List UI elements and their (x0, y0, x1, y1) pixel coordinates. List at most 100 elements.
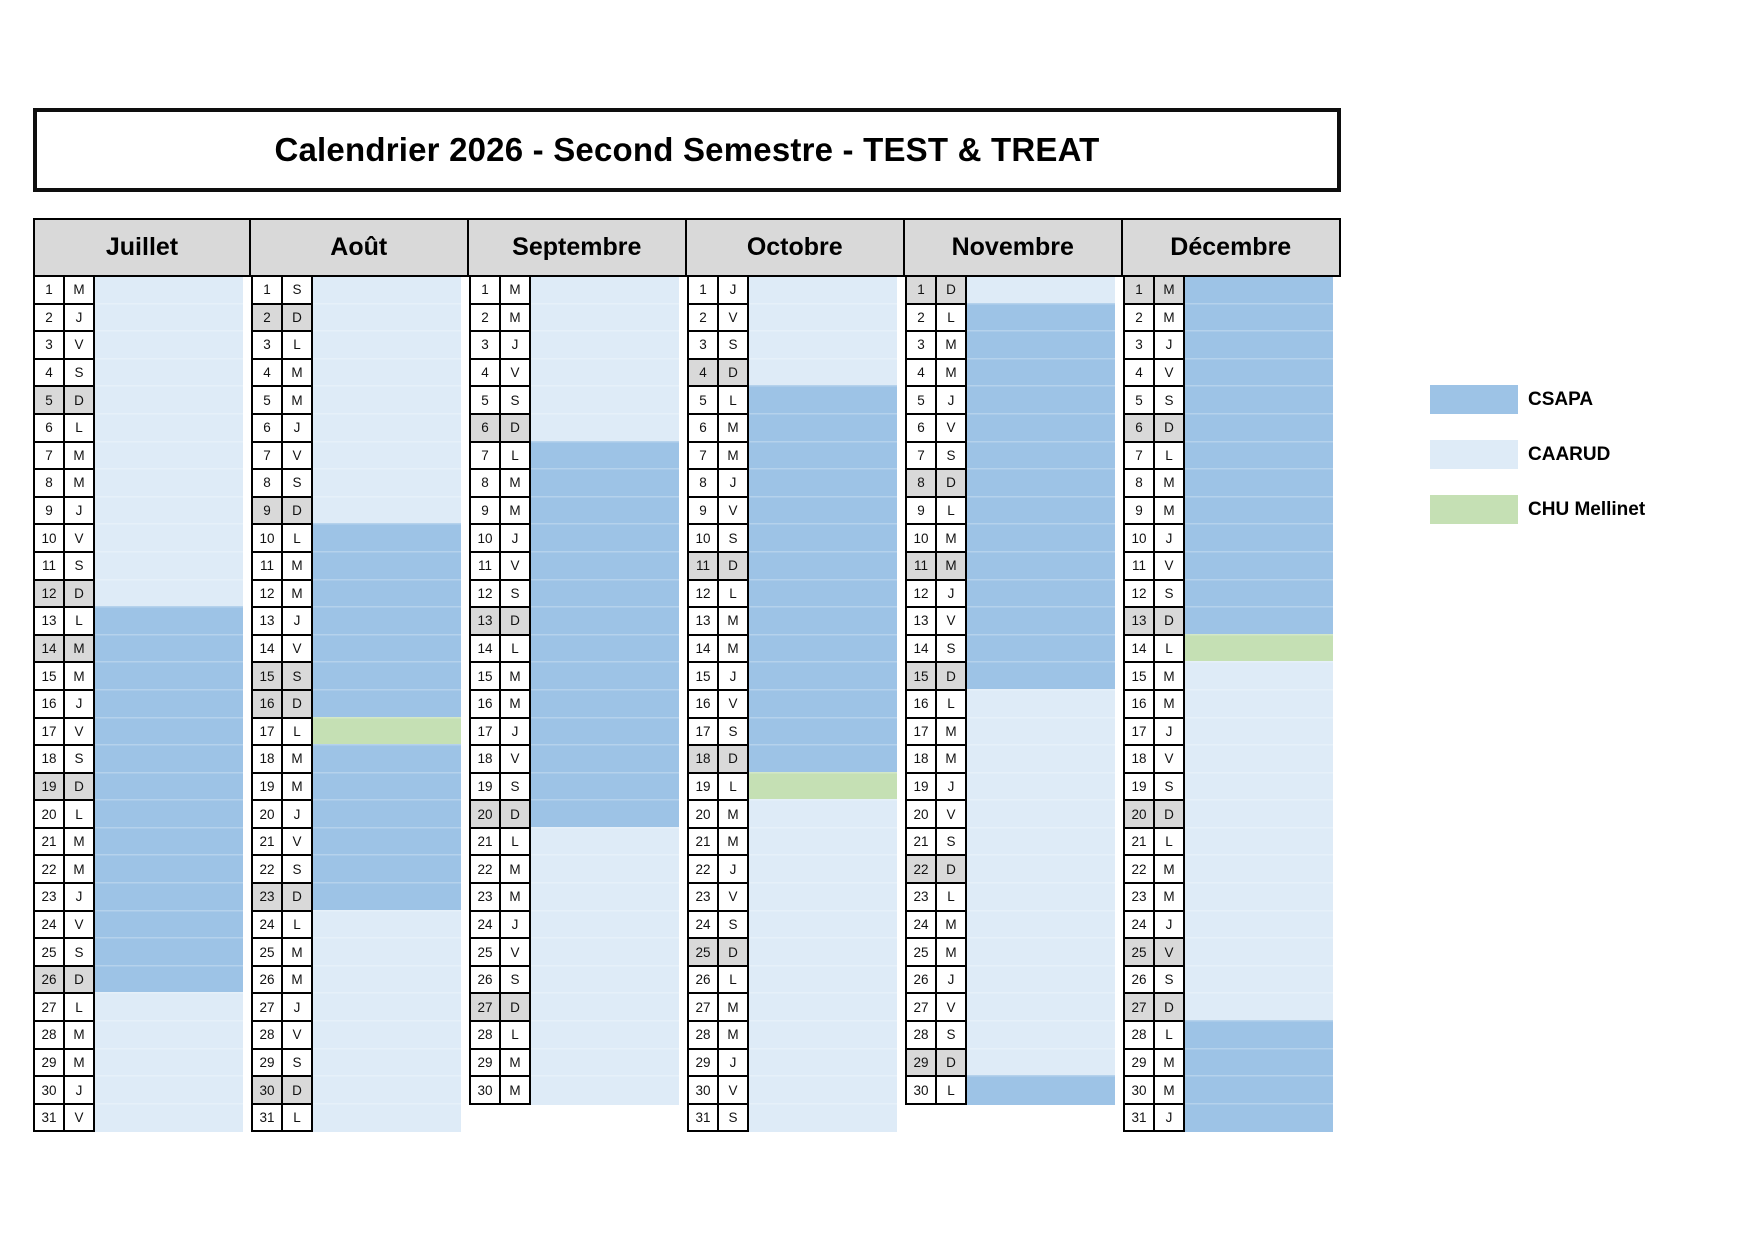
band-segment-csapa (95, 771, 243, 802)
band-segment-caarud (1185, 688, 1333, 719)
band-segment-csapa (749, 744, 897, 774)
band-segment-csapa (313, 771, 461, 802)
day-row-septembre-14: 14 L (469, 633, 687, 664)
band-segment-csapa (95, 826, 243, 857)
day-letter-cell: M (499, 302, 531, 333)
day-number-cell: 8 (687, 468, 719, 498)
band-segment-caarud (531, 964, 679, 995)
month-juillet: Juillet 1 M 2 J 3 V 4 S 5 D 6 L 7 M 8 M 9 J 10 V 11 S 12 D 13 L 14 M… (33, 218, 251, 1133)
day-number-cell: 23 (469, 882, 501, 912)
day-number-cell: 26 (905, 964, 937, 995)
day-letter-cell: V (935, 606, 967, 636)
day-letter-cell: V (717, 688, 749, 719)
day-letter-cell: D (63, 385, 95, 415)
day-number-cell: 28 (905, 1020, 937, 1050)
day-letter-cell: M (499, 1075, 531, 1105)
day-row-aout-10: 10 L (251, 523, 469, 553)
day-row-decembre-25: 25 V (1123, 937, 1341, 967)
day-number-cell: 2 (469, 302, 501, 333)
day-number-cell: 9 (687, 495, 719, 526)
day-letter-cell: L (1153, 826, 1185, 857)
day-letter-cell: S (935, 1020, 967, 1050)
day-number-cell: 11 (33, 550, 65, 581)
day-letter-cell: D (281, 688, 313, 719)
day-letter-cell: S (499, 385, 531, 415)
day-number-cell: 16 (905, 688, 937, 719)
band-segment-csapa (749, 716, 897, 747)
month-octobre: Octobre 1 J 2 V 3 S 4 D 5 L 6 M 7 M 8 J 9 V 10 S 11 D 12 L 13 M 14 M… (684, 218, 905, 1133)
band-segment-caarud (95, 412, 243, 443)
day-number-cell: 11 (687, 550, 719, 581)
legend-swatch-chu (1430, 495, 1518, 524)
day-number-cell: 4 (251, 357, 283, 388)
day-number-cell: 5 (251, 385, 283, 415)
day-letter-cell: M (1153, 302, 1185, 333)
band-segment-csapa (967, 468, 1115, 498)
day-letter-cell: V (281, 440, 313, 471)
day-number-cell: 18 (33, 744, 65, 774)
day-letter-cell: D (935, 661, 967, 691)
day-letter-cell: S (717, 1102, 749, 1133)
day-row-octobre-11: 11 D (687, 550, 905, 581)
day-number-cell: 20 (33, 799, 65, 829)
day-number-cell: 6 (251, 412, 283, 443)
band-segment-csapa (95, 882, 243, 912)
day-number-cell: 15 (251, 661, 283, 691)
day-letter-cell: S (1153, 385, 1185, 415)
day-number-cell: 12 (687, 578, 719, 609)
legend-item-csapa: CSAPA (1430, 385, 1645, 414)
day-letter-cell: S (717, 523, 749, 553)
day-letter-cell: J (499, 523, 531, 553)
day-number-cell: 29 (1123, 1047, 1155, 1078)
day-letter-cell: M (717, 412, 749, 443)
day-letter-cell: M (1153, 661, 1185, 691)
day-number-cell: 17 (251, 716, 283, 747)
day-letter-cell: V (717, 1075, 749, 1105)
day-letter-cell: S (499, 578, 531, 609)
band-segment-csapa (313, 550, 461, 581)
day-letter-cell: V (1153, 744, 1185, 774)
day-letter-cell: M (1153, 1075, 1185, 1105)
band-segment-caarud (313, 495, 461, 526)
day-number-cell: 2 (33, 302, 65, 333)
day-number-cell: 2 (1123, 302, 1155, 333)
day-number-cell: 11 (251, 550, 283, 581)
day-row-decembre-11: 11 V (1123, 550, 1341, 581)
day-letter-cell: L (1153, 1020, 1185, 1050)
band-segment-csapa (967, 357, 1115, 388)
day-letter-cell: M (281, 550, 313, 581)
day-letter-cell: M (281, 578, 313, 609)
day-number-cell: 26 (469, 964, 501, 995)
day-letter-cell: V (935, 799, 967, 829)
day-row-juillet-19: 19 D (33, 771, 251, 802)
day-row-aout-20: 20 J (251, 799, 469, 829)
day-row-octobre-19: 19 L (687, 771, 905, 802)
day-row-octobre-18: 18 D (687, 744, 905, 774)
band-segment-csapa (531, 744, 679, 774)
day-row-decembre-31: 31 J (1123, 1102, 1341, 1133)
month-header-juillet: Juillet (33, 218, 251, 277)
day-row-septembre-25: 25 V (469, 937, 687, 967)
day-number-cell: 7 (1123, 440, 1155, 471)
band-segment-csapa (95, 909, 243, 940)
day-number-cell: 16 (33, 688, 65, 719)
band-segment-csapa (95, 854, 243, 885)
day-row-aout-26: 26 M (251, 964, 469, 995)
band-segment-caarud (531, 357, 679, 388)
day-number-cell: 15 (905, 661, 937, 691)
day-letter-cell: L (499, 1020, 531, 1050)
day-number-cell: 20 (469, 799, 501, 829)
day-row-septembre-26: 26 S (469, 964, 687, 995)
band-segment-csapa (1185, 550, 1333, 581)
day-row-novembre-14: 14 S (905, 633, 1123, 664)
day-number-cell: 6 (905, 412, 937, 443)
day-letter-cell: S (935, 633, 967, 664)
legend-item-chu: CHU Mellinet (1430, 495, 1645, 524)
